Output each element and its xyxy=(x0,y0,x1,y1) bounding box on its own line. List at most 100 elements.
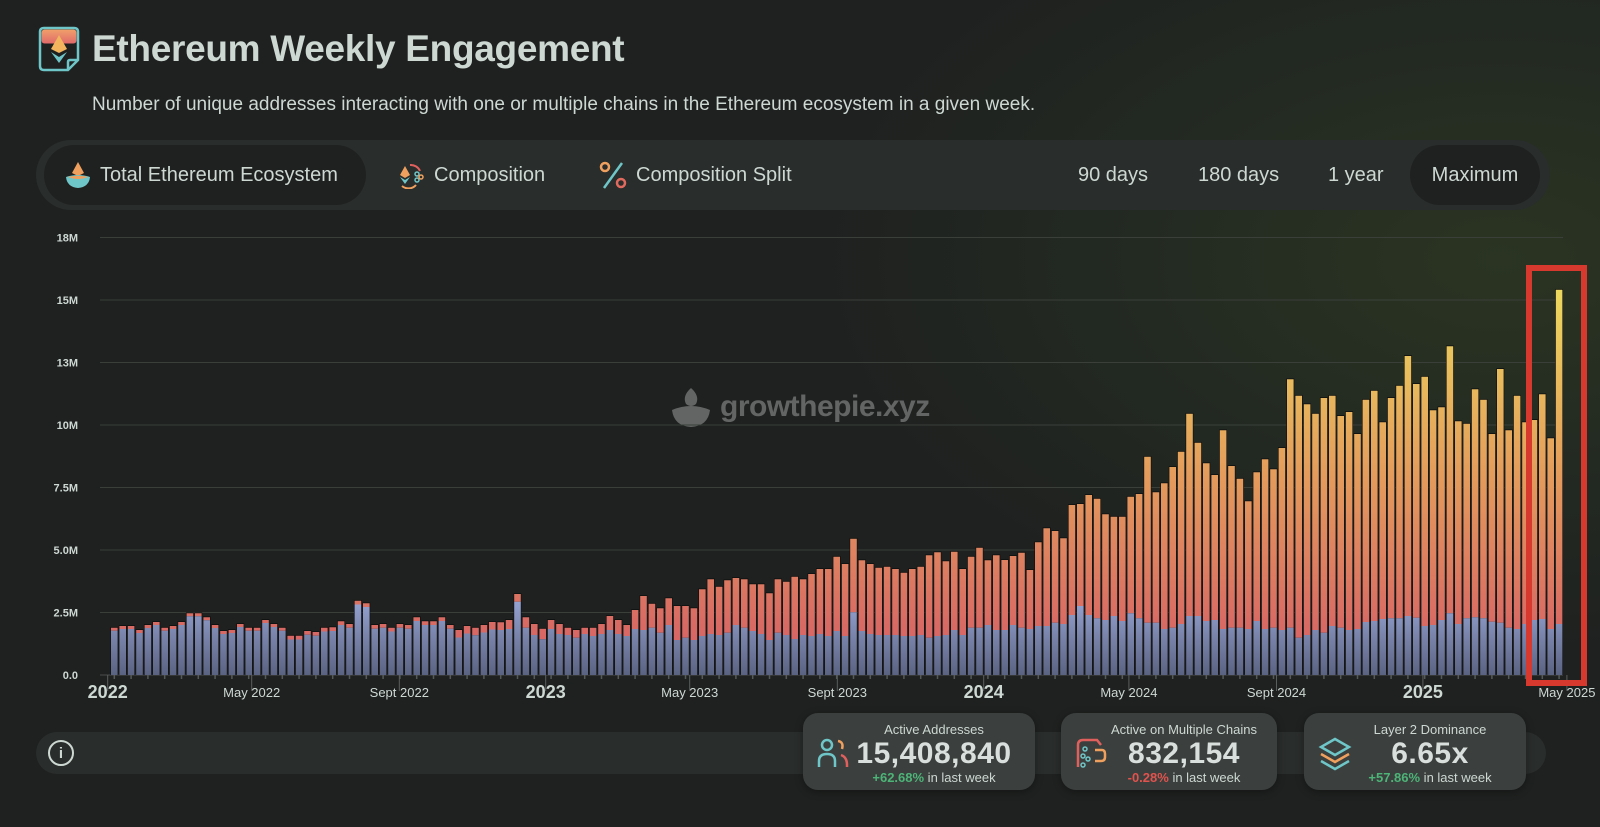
bar-upper-segment[interactable] xyxy=(463,626,471,634)
bar-lower-segment[interactable] xyxy=(1530,620,1538,675)
bar-upper-segment[interactable] xyxy=(1161,483,1168,629)
bar-lower-segment[interactable] xyxy=(690,640,698,675)
bar-upper-segment[interactable] xyxy=(766,593,773,640)
bar-upper-segment[interactable] xyxy=(237,624,244,627)
bar-lower-segment[interactable] xyxy=(564,635,572,675)
tab-total-ethereum-ecosystem[interactable]: Total Ethereum Ecosystem xyxy=(44,145,366,205)
bar-upper-segment[interactable] xyxy=(791,576,798,639)
bar-upper-segment[interactable] xyxy=(547,620,555,629)
bar-upper-segment[interactable] xyxy=(867,564,874,634)
bar-upper-segment[interactable] xyxy=(1438,407,1445,620)
bar-lower-segment[interactable] xyxy=(388,631,395,676)
bar-lower-segment[interactable] xyxy=(951,630,958,675)
tab-composition[interactable]: Composition xyxy=(376,145,565,205)
bar-lower-segment[interactable] xyxy=(421,625,429,675)
bar-lower-segment[interactable] xyxy=(531,635,538,675)
bar-lower-segment[interactable] xyxy=(304,634,311,675)
bar-lower-segment[interactable] xyxy=(1119,621,1126,675)
bar-upper-segment[interactable] xyxy=(312,632,320,636)
bar-upper-segment[interactable] xyxy=(564,627,572,635)
bar-upper-segment[interactable] xyxy=(900,572,908,636)
range-90-days[interactable]: 90 days xyxy=(1058,145,1168,205)
bar-lower-segment[interactable] xyxy=(1253,621,1260,675)
bar-upper-segment[interactable] xyxy=(892,569,899,635)
bar-lower-segment[interactable] xyxy=(867,634,874,675)
bar-upper-segment[interactable] xyxy=(934,552,941,636)
bar-lower-segment[interactable] xyxy=(463,633,471,676)
bar-upper-segment[interactable] xyxy=(1312,413,1319,630)
bar-upper-segment[interactable] xyxy=(598,624,605,634)
bar-upper-segment[interactable] xyxy=(1085,495,1092,615)
bar-lower-segment[interactable] xyxy=(1337,627,1344,675)
bar-lower-segment[interactable] xyxy=(1455,624,1462,675)
bar-lower-segment[interactable] xyxy=(1085,615,1092,675)
bar-upper-segment[interactable] xyxy=(1278,448,1286,630)
bar-lower-segment[interactable] xyxy=(623,636,630,675)
bar-upper-segment[interactable] xyxy=(1446,346,1454,614)
bar-upper-segment[interactable] xyxy=(1203,463,1210,621)
bar-upper-segment[interactable] xyxy=(1295,395,1302,638)
bar-lower-segment[interactable] xyxy=(195,616,202,675)
bar-upper-segment[interactable] xyxy=(1169,467,1176,628)
bar-lower-segment[interactable] xyxy=(1362,622,1370,675)
bar-upper-segment[interactable] xyxy=(161,627,168,631)
bar-lower-segment[interactable] xyxy=(1211,620,1218,675)
bar-upper-segment[interactable] xyxy=(1421,376,1428,626)
bar-lower-segment[interactable] xyxy=(1539,619,1546,675)
bar-lower-segment[interactable] xyxy=(1009,625,1017,675)
bar-upper-segment[interactable] xyxy=(539,628,546,640)
bar-lower-segment[interactable] xyxy=(337,625,345,675)
bar-upper-segment[interactable] xyxy=(1387,398,1395,619)
bar-upper-segment[interactable] xyxy=(841,564,849,636)
bar-upper-segment[interactable] xyxy=(1555,289,1563,624)
bar-upper-segment[interactable] xyxy=(606,616,614,630)
bar-upper-segment[interactable] xyxy=(1068,505,1076,615)
bar-upper-segment[interactable] xyxy=(1455,421,1462,624)
bar-upper-segment[interactable] xyxy=(337,621,345,625)
bar-upper-segment[interactable] xyxy=(1513,395,1521,629)
bar-lower-segment[interactable] xyxy=(211,628,219,675)
bar-lower-segment[interactable] xyxy=(245,630,252,675)
bar-upper-segment[interactable] xyxy=(925,555,933,638)
bar-upper-segment[interactable] xyxy=(732,578,740,625)
bar-lower-segment[interactable] xyxy=(1043,626,1050,675)
bar-lower-segment[interactable] xyxy=(1446,613,1454,675)
bar-lower-segment[interactable] xyxy=(573,637,580,675)
bar-lower-segment[interactable] xyxy=(455,637,462,676)
bar-upper-segment[interactable] xyxy=(909,569,916,636)
bar-lower-segment[interactable] xyxy=(1345,630,1353,675)
bar-lower-segment[interactable] xyxy=(1278,630,1286,675)
bar-upper-segment[interactable] xyxy=(749,584,756,631)
bar-upper-segment[interactable] xyxy=(1228,466,1235,628)
bar-lower-segment[interactable] xyxy=(640,630,647,675)
bar-lower-segment[interactable] xyxy=(1127,613,1134,675)
bar-lower-segment[interactable] xyxy=(480,632,488,676)
bar-lower-segment[interactable] xyxy=(430,625,437,675)
bar-lower-segment[interactable] xyxy=(984,625,992,675)
bar-lower-segment[interactable] xyxy=(329,631,336,675)
bar-lower-segment[interactable] xyxy=(1093,618,1101,675)
bar-lower-segment[interactable] xyxy=(346,627,353,675)
bar-upper-segment[interactable] xyxy=(295,635,303,640)
bar-lower-segment[interactable] xyxy=(892,635,899,675)
bar-upper-segment[interactable] xyxy=(993,555,1000,630)
bar-lower-segment[interactable] xyxy=(405,628,412,675)
bar-upper-segment[interactable] xyxy=(1026,570,1034,629)
bar-lower-segment[interactable] xyxy=(841,636,849,675)
bar-lower-segment[interactable] xyxy=(547,629,555,675)
bar-upper-segment[interactable] xyxy=(1152,492,1160,623)
bar-upper-segment[interactable] xyxy=(615,620,622,634)
bar-upper-segment[interactable] xyxy=(1522,422,1529,624)
bar-upper-segment[interactable] xyxy=(1362,399,1370,622)
bar-upper-segment[interactable] xyxy=(245,627,252,631)
bar-upper-segment[interactable] xyxy=(1471,389,1479,618)
bar-upper-segment[interactable] xyxy=(186,613,194,617)
bar-upper-segment[interactable] xyxy=(808,574,815,636)
bar-lower-segment[interactable] xyxy=(539,639,546,675)
bar-upper-segment[interactable] xyxy=(1051,531,1059,623)
bar-lower-segment[interactable] xyxy=(1001,630,1008,675)
bar-lower-segment[interactable] xyxy=(438,621,446,675)
bar-upper-segment[interactable] xyxy=(640,596,647,630)
bar-lower-segment[interactable] xyxy=(783,635,790,675)
bar-upper-segment[interactable] xyxy=(741,579,748,628)
